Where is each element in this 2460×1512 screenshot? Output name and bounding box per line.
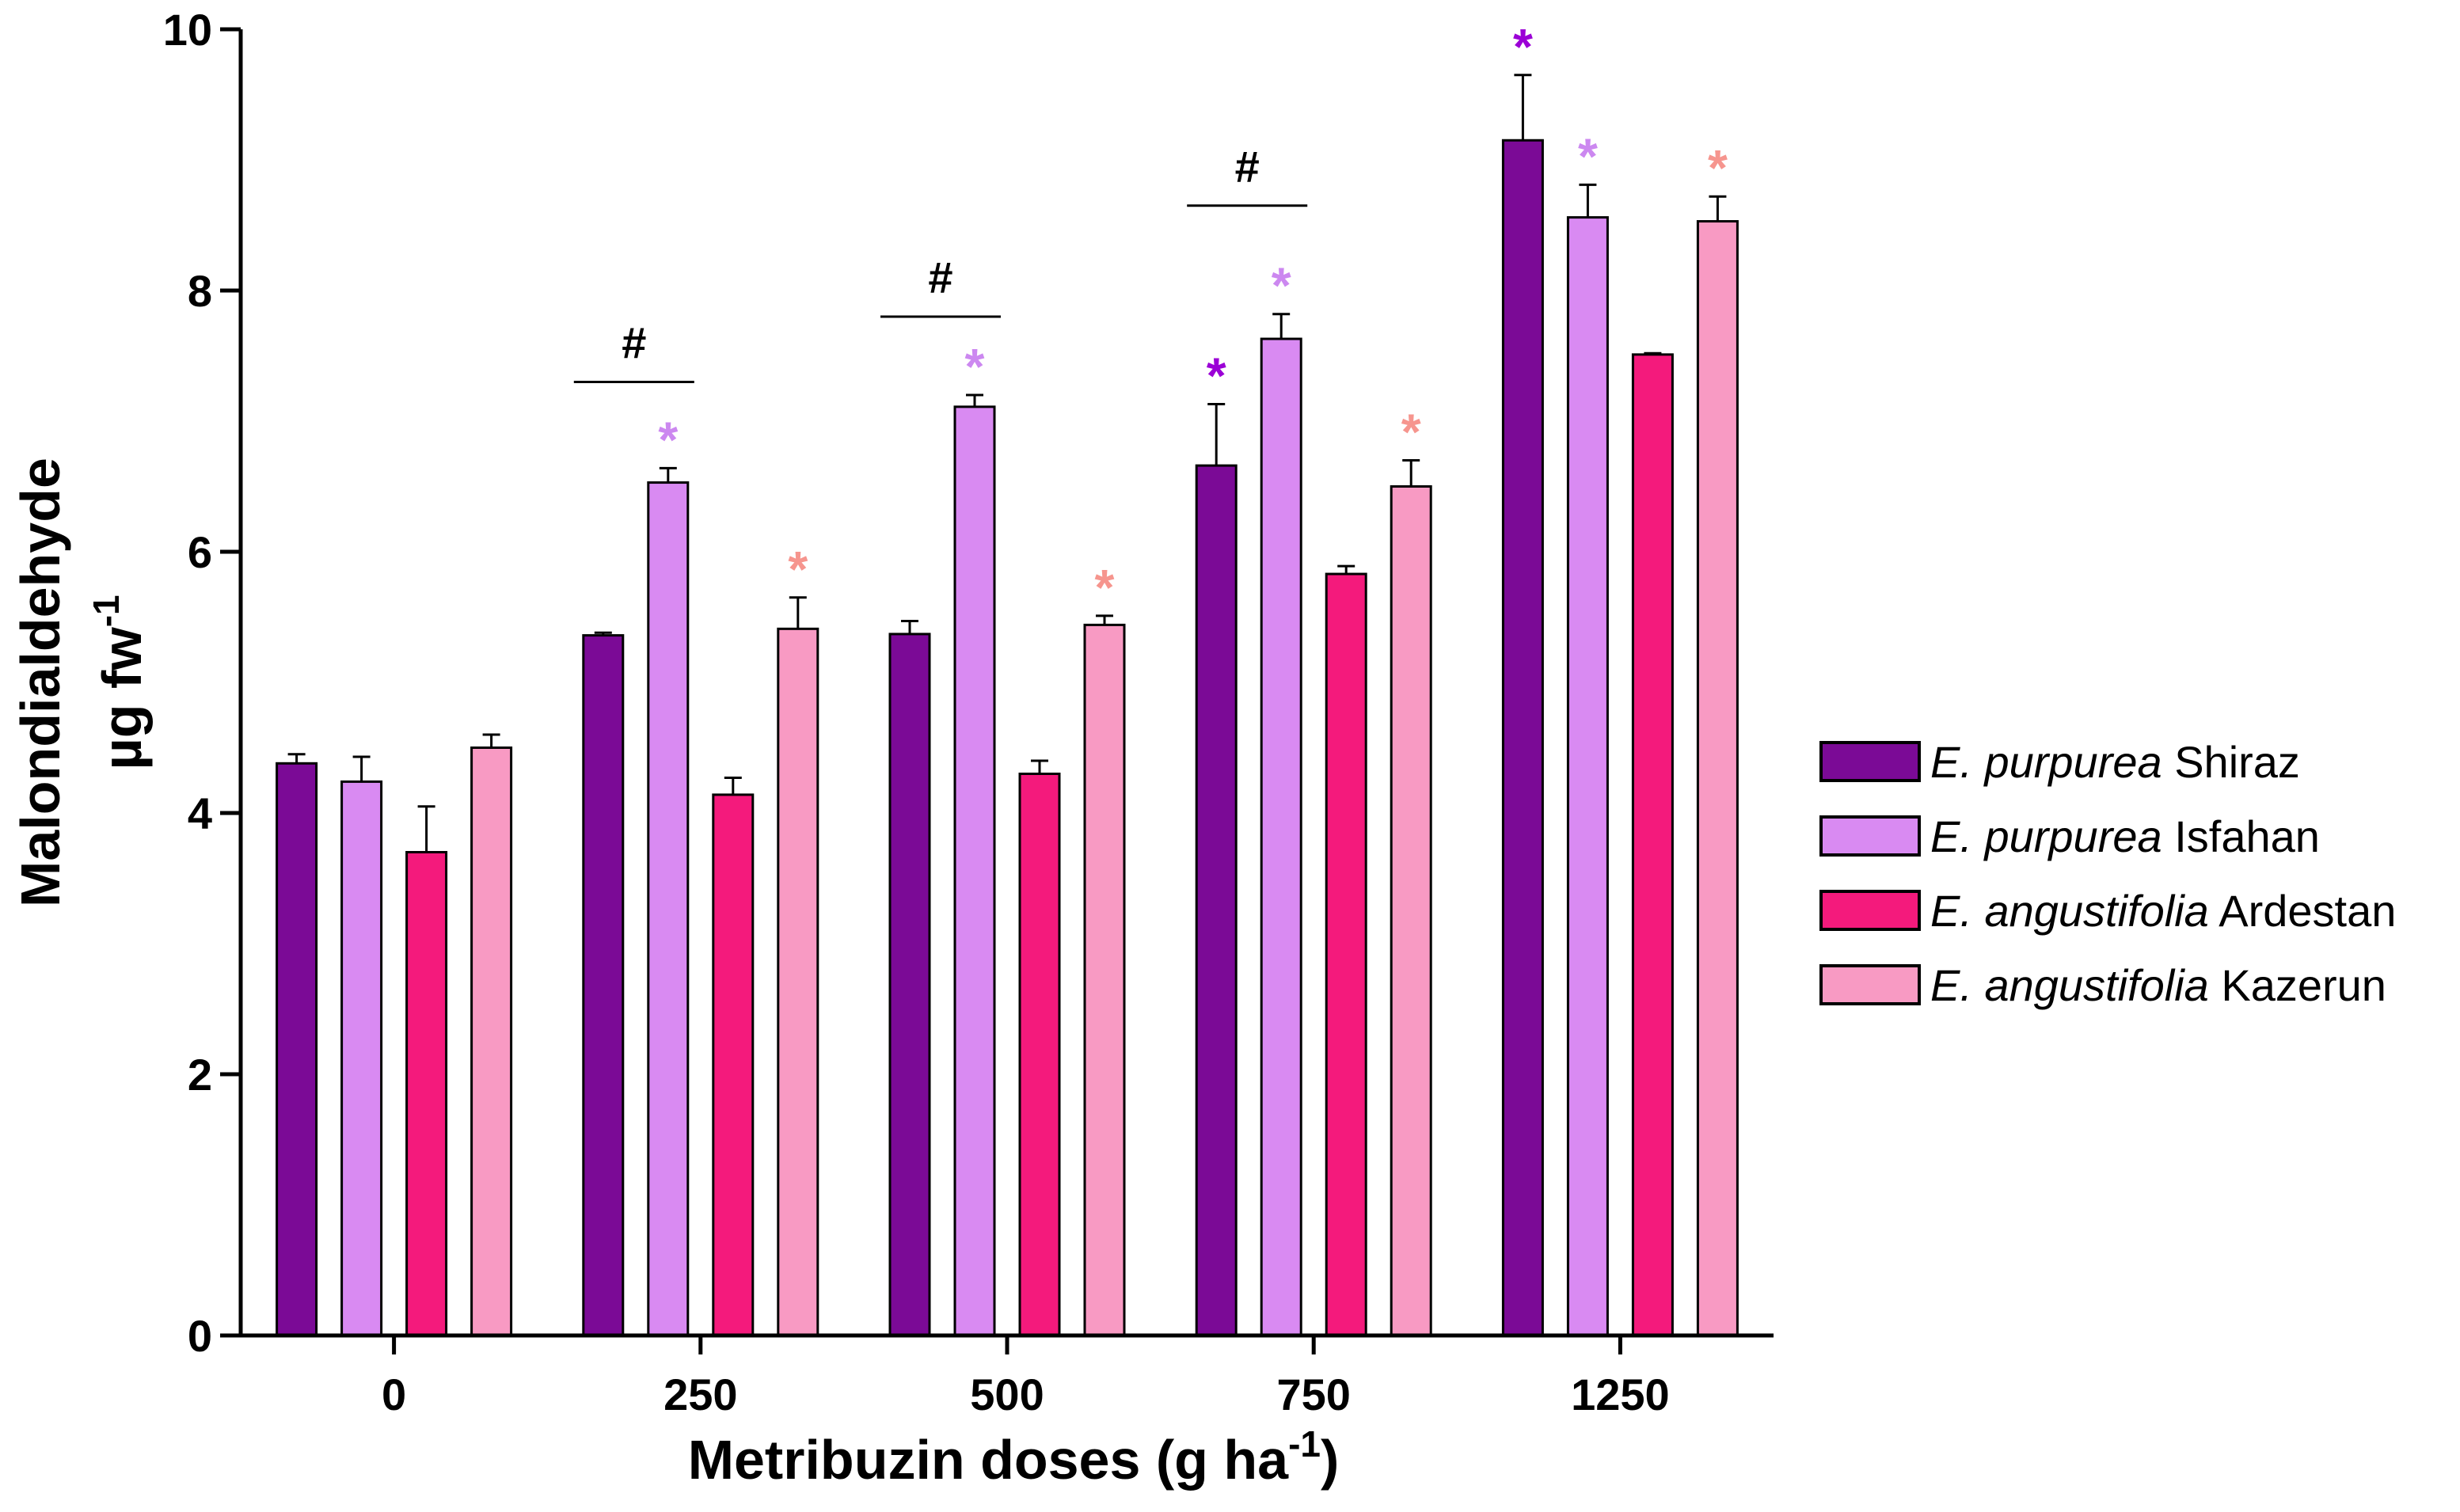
x-tick-label: 250 xyxy=(663,1370,737,1419)
y-axis-title-line1: Malondialdehyde xyxy=(10,458,71,907)
x-axis-title: Metribuzin doses (g ha-1) xyxy=(688,1423,1340,1491)
legend-swatch xyxy=(1819,815,1921,857)
bar xyxy=(1696,220,1739,1337)
bar xyxy=(582,634,625,1337)
bar xyxy=(1631,353,1674,1337)
bar xyxy=(1390,485,1432,1337)
error-bar xyxy=(789,596,807,629)
significance-asterisk: * xyxy=(658,411,678,468)
x-axis-title-sup: -1 xyxy=(1288,1423,1321,1465)
y-axis-title: Malondialdehyde xyxy=(10,458,71,907)
y-tick-label: 6 xyxy=(188,527,212,577)
y-axis-units-main: µg fw xyxy=(91,627,153,770)
legend-label: E. purpurea Isfahan xyxy=(1930,811,2320,861)
bar xyxy=(888,633,931,1337)
significance-asterisk: * xyxy=(1708,139,1728,196)
y-tick-label: 8 xyxy=(188,266,212,316)
bar xyxy=(1083,623,1126,1337)
ticks-layer: 0 2 4 6 8 10 0 250 500 750 1250 xyxy=(163,5,1670,1419)
bar xyxy=(712,793,755,1337)
significance-asterisk: * xyxy=(1578,127,1598,184)
error-bar xyxy=(1337,564,1355,575)
y-tick-label: 10 xyxy=(163,5,212,55)
x-tick-label: 0 xyxy=(382,1370,406,1419)
error-bar xyxy=(901,619,918,634)
error-bar xyxy=(966,393,983,407)
bar xyxy=(1195,464,1238,1337)
significance-asterisk: * xyxy=(1095,559,1115,616)
bar xyxy=(1018,773,1061,1337)
legend-swatch xyxy=(1819,741,1921,782)
x-tick-label: 750 xyxy=(1276,1370,1350,1419)
significance-asterisk: * xyxy=(1272,257,1291,314)
group-annotation-symbol: # xyxy=(622,318,646,368)
legend-label: E. angustifolia Ardestan xyxy=(1930,886,2396,936)
error-bar xyxy=(1514,74,1532,141)
error-bars-layer xyxy=(287,74,1727,853)
error-bar xyxy=(1096,614,1113,625)
legend-label: E. angustifolia Kazerun xyxy=(1930,960,2386,1010)
legend-swatch xyxy=(1819,964,1921,1005)
bar xyxy=(1260,337,1302,1337)
bar xyxy=(1501,139,1544,1337)
error-bar xyxy=(287,753,306,764)
error-bar xyxy=(659,466,677,483)
error-bar xyxy=(1272,313,1291,340)
error-bar xyxy=(1644,351,1662,355)
significance-asterisk: * xyxy=(788,541,808,598)
bar xyxy=(777,627,819,1337)
legend-swatch xyxy=(1819,890,1921,931)
legend: E. purpurea Shiraz E. purpurea Isfahan E. … xyxy=(1819,737,2396,1010)
x-axis-title-main: Metribuzin doses (g ha xyxy=(688,1429,1289,1491)
bar xyxy=(647,481,690,1337)
error-bar xyxy=(482,733,500,748)
error-bar xyxy=(1402,459,1420,487)
x-tick-label: 500 xyxy=(970,1370,1044,1419)
y-tick-label: 4 xyxy=(188,788,212,838)
bar xyxy=(276,762,318,1337)
legend-item: E. angustifolia Kazerun xyxy=(1819,960,2386,1010)
error-bar xyxy=(1031,759,1048,774)
error-bar xyxy=(352,755,371,782)
significance-asterisk: * xyxy=(965,338,985,395)
legend-item: E. purpurea Shiraz xyxy=(1819,737,2300,787)
bar xyxy=(953,405,996,1337)
bar xyxy=(1566,216,1609,1337)
error-bar xyxy=(594,631,612,636)
y-axis-units: µg fw-1 xyxy=(86,595,153,769)
y-axis-units-sup: -1 xyxy=(86,595,127,627)
group-annotation-symbol: # xyxy=(928,253,952,302)
bars-layer xyxy=(276,139,1739,1337)
error-bar xyxy=(724,776,742,795)
significance-asterisk: * xyxy=(1401,404,1421,461)
significance-layer: ******* ***### xyxy=(573,18,1728,616)
error-bar xyxy=(1709,195,1727,222)
bar xyxy=(340,780,383,1337)
y-tick-label: 2 xyxy=(188,1050,212,1100)
legend-item: E. purpurea Isfahan xyxy=(1819,811,2320,861)
x-axis-title-tail: ) xyxy=(1321,1429,1339,1491)
error-bar xyxy=(417,805,435,853)
significance-asterisk: * xyxy=(1513,18,1533,75)
legend-item: E. angustifolia Ardestan xyxy=(1819,886,2396,936)
error-bar xyxy=(1579,183,1597,218)
group-annotation-symbol: # xyxy=(1235,142,1260,192)
y-tick-label: 0 xyxy=(188,1311,212,1361)
bar xyxy=(470,747,513,1337)
x-tick-label: 1250 xyxy=(1571,1370,1670,1419)
significance-asterisk: * xyxy=(1207,348,1226,405)
bar xyxy=(1325,572,1367,1337)
legend-label: E. purpurea Shiraz xyxy=(1930,737,2300,787)
error-bar xyxy=(1207,403,1226,466)
bar xyxy=(405,851,448,1337)
